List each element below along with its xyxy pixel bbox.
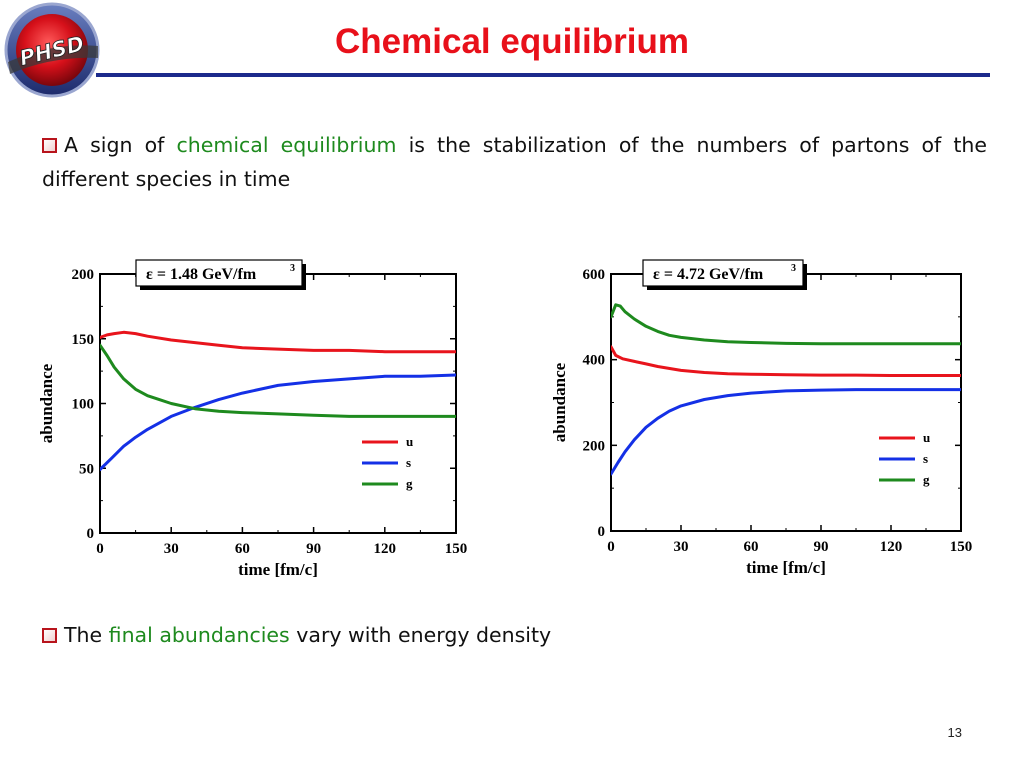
chart2-legend-s-label: s	[923, 451, 928, 466]
chart1-y-axis-label: abundance	[37, 363, 56, 443]
chart1-annotation-superscript: 3	[290, 263, 295, 274]
chart1-x-tick-label: 30	[164, 541, 179, 557]
abundance-chart-eps-4-72: 0 30 60 90 120 150 0 200 400 600 time [fm/c] abunda…	[550, 259, 973, 577]
phsd-logo: PHSD	[4, 2, 100, 98]
checkbox-bullet-icon	[42, 138, 57, 153]
chart2-x-tick-label: 120	[880, 539, 903, 555]
chart1-plot-frame	[99, 273, 457, 534]
chart2-plot-frame	[610, 273, 962, 532]
bullet-2-text-post: vary with energy density	[289, 623, 552, 647]
chart1-y-tick-label: 100	[72, 397, 95, 413]
chart1-annotation-box	[135, 259, 303, 287]
chart1-x-tick-label: 120	[374, 541, 397, 557]
chart2-series-u-line	[611, 345, 961, 377]
title-divider	[96, 73, 990, 77]
page-number: 13	[947, 725, 962, 740]
chart2-x-tick-label: 0	[607, 539, 615, 555]
chart2-series-g-line	[611, 303, 961, 346]
chart1-series-s-line	[100, 373, 456, 471]
bullet-2-highlight: final abundancies	[108, 623, 290, 647]
chart1-y-tick-label: 0	[87, 526, 95, 542]
chart2-y-axis-label: abundance	[550, 362, 569, 442]
bullet-2-text-pre: The	[64, 623, 109, 647]
chart2-x-tick-label: 30	[674, 539, 689, 555]
checkbox-bullet-icon	[42, 628, 57, 643]
abundance-chart-eps-1-48: 0 30 60 90 120 150 0 50 100 150 200 time [fm/c] abun…	[37, 259, 468, 579]
chart1-legend-s-label: s	[406, 455, 411, 470]
chart2-x-tick-label: 90	[814, 539, 829, 555]
bullet-final-abundancies: The final abundancies vary with energy d…	[42, 618, 551, 652]
chart1-y-tick-label: 50	[79, 461, 94, 477]
chart1-legend-u-label: u	[406, 434, 413, 449]
chart1-y-tick-label: 200	[72, 267, 95, 283]
chart1-x-tick-label: 60	[235, 541, 250, 557]
bullet-chemical-equilibrium: A sign of chemical equilibrium is the st…	[42, 128, 987, 196]
chart2-annotation-superscript: 3	[791, 263, 796, 274]
chart2-legend-g-label: g	[923, 472, 930, 487]
chart2-y-tick-label: 400	[583, 353, 606, 369]
chart2-x-tick-label: 60	[744, 539, 759, 555]
chart1-x-tick-label: 150	[445, 541, 468, 557]
bullet-1-highlight: chemical equilibrium	[176, 133, 397, 157]
bullet-1-text-pre: A sign of	[64, 133, 177, 157]
chart1-series-u-line	[100, 330, 456, 354]
chart2-x-axis-label: time [fm/c]	[746, 558, 826, 577]
chart1-x-tick-label: 0	[96, 541, 104, 557]
chart2-legend-u-label: u	[923, 430, 930, 445]
chart2-y-tick-label: 600	[583, 267, 606, 283]
chart1-y-tick-label: 150	[72, 332, 95, 348]
chart1-series-g-line	[100, 343, 456, 418]
chart2-x-tick-label: 150	[950, 539, 973, 555]
chart1-x-tick-label: 90	[306, 541, 321, 557]
chart2-y-tick-label: 200	[583, 438, 606, 454]
chart2-series-s-line	[611, 388, 961, 476]
logo-swoosh	[8, 45, 98, 74]
page-title: Chemical equilibrium	[335, 22, 689, 61]
chart2-annotation-label: ε = 4.72 GeV/fm	[653, 266, 764, 283]
chart2-annotation-box	[642, 259, 804, 287]
chart1-annotation-label: ε = 1.48 GeV/fm	[146, 266, 257, 283]
bullet-1-text-post: is the stabilization of the numbers of p…	[42, 133, 988, 191]
chart1-x-axis-label: time [fm/c]	[238, 560, 318, 579]
chart1-legend-g-label: g	[406, 476, 413, 491]
chart2-y-tick-label: 0	[598, 524, 606, 540]
